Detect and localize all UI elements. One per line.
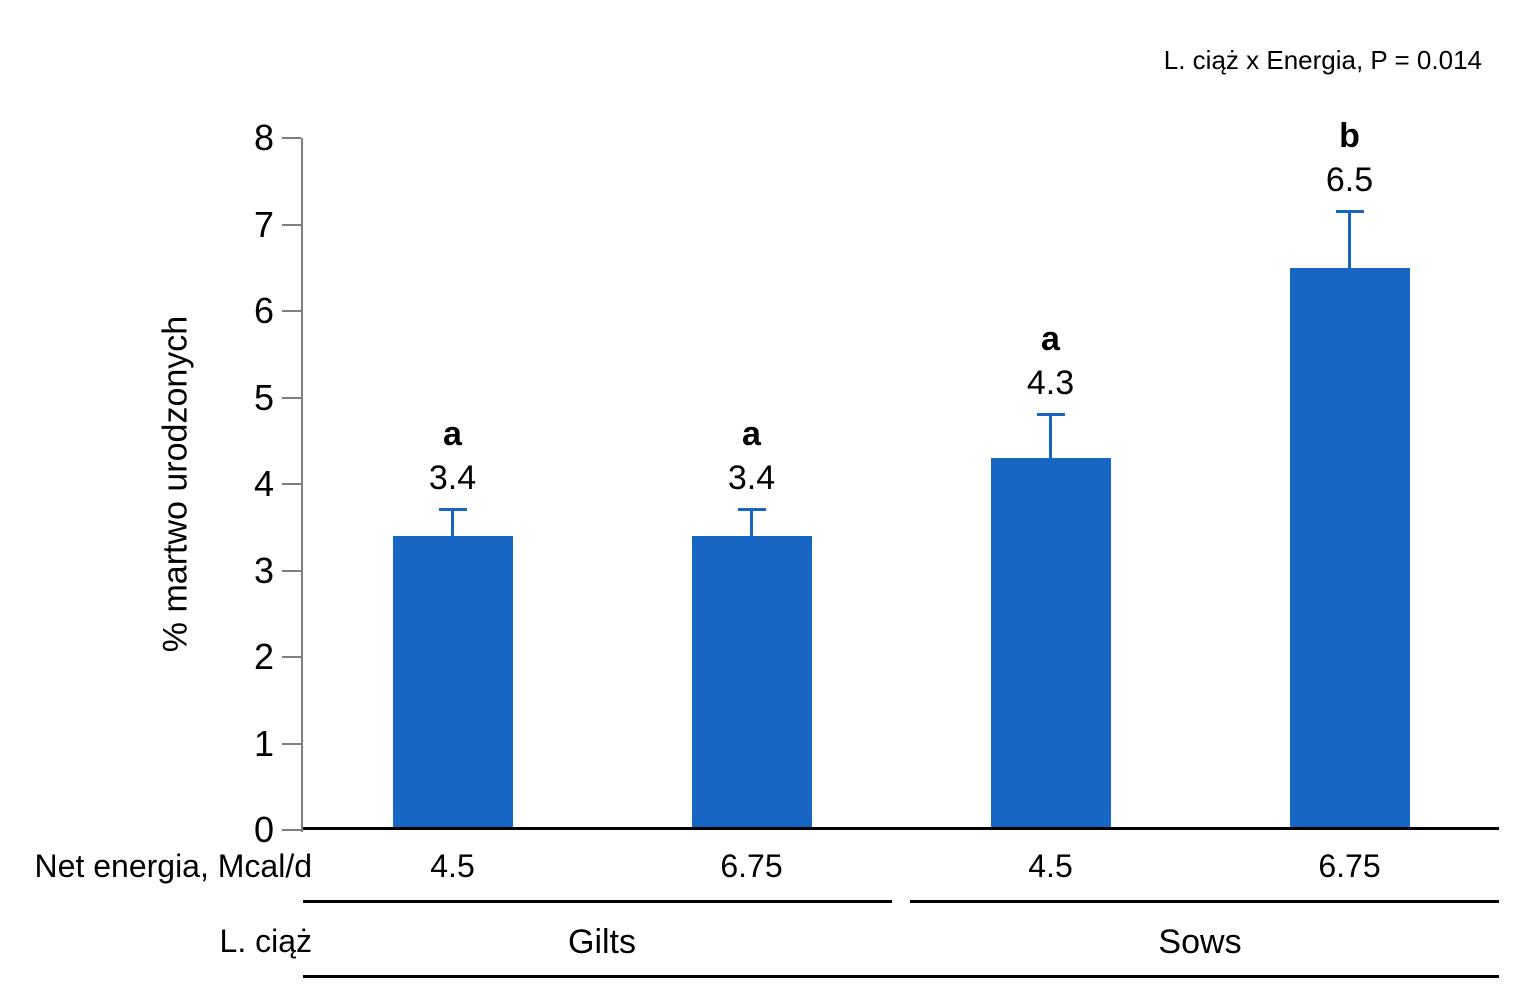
error-bar-cap [1036,413,1065,417]
error-bar-cap [438,508,467,512]
group-label: Sows [1158,923,1242,961]
y-axis-title: % martwo urodzonych [156,315,195,653]
y-tick-label: 1 [253,722,274,764]
x-tick-label-energy: 4.5 [430,848,475,884]
y-axis-tick [282,656,301,658]
bar [990,458,1111,830]
x-axis-line [303,827,1499,830]
y-tick-label: 8 [253,117,274,158]
energy-row-underline [303,900,892,903]
y-axis-tick [282,137,301,139]
y-tick-label: 5 [253,376,274,418]
group-row-underline [303,975,1499,978]
x-axis-row-label-energy: Net energia, Mcal/d [34,848,312,884]
y-tick-label: 7 [253,203,274,245]
y-axis-tick [282,223,301,226]
error-bar-stem [1049,414,1052,459]
error-bar-cap [1335,210,1364,214]
x-axis-row-label-parity: L. ciąż [219,923,312,959]
sig-letter: b [1339,116,1360,155]
bar-value-label: 3.4 [428,458,477,497]
y-tick-label: 6 [253,290,274,331]
x-tick-label-energy: 6.75 [1318,848,1381,884]
y-axis-tick [282,483,301,485]
bar [1289,267,1410,830]
y-tick-label: 0 [253,809,274,850]
y-tick-label: 3 [253,549,274,591]
error-bar-cap [737,508,766,512]
bar-value-label: 6.5 [1325,160,1374,199]
error-bar-stem [750,509,753,536]
y-axis-tick [282,310,301,312]
group-label: Gilts [568,923,636,961]
x-tick-label-energy: 4.5 [1028,848,1073,884]
y-axis-line [301,138,303,832]
y-axis-tick [282,396,301,399]
sig-letter: a [1041,319,1060,358]
energy-row-underline [910,900,1499,903]
sig-letter: a [742,414,761,453]
bar [691,535,812,830]
interaction-pvalue-annotation: L. ciąż x Energia, P = 0.014 [1163,45,1482,75]
y-axis-tick [282,829,301,831]
y-tick-label: 2 [253,636,274,677]
error-bar-stem [1348,211,1351,268]
bar [392,535,513,830]
bar-value-label: 4.3 [1026,363,1075,402]
y-axis-tick [282,569,301,572]
bar-value-label: 3.4 [727,458,776,497]
sig-letter: a [443,414,462,453]
x-tick-label-energy: 6.75 [720,848,783,884]
error-bar-stem [451,509,454,536]
y-tick-label: 4 [253,463,274,504]
y-axis-tick [282,742,301,745]
